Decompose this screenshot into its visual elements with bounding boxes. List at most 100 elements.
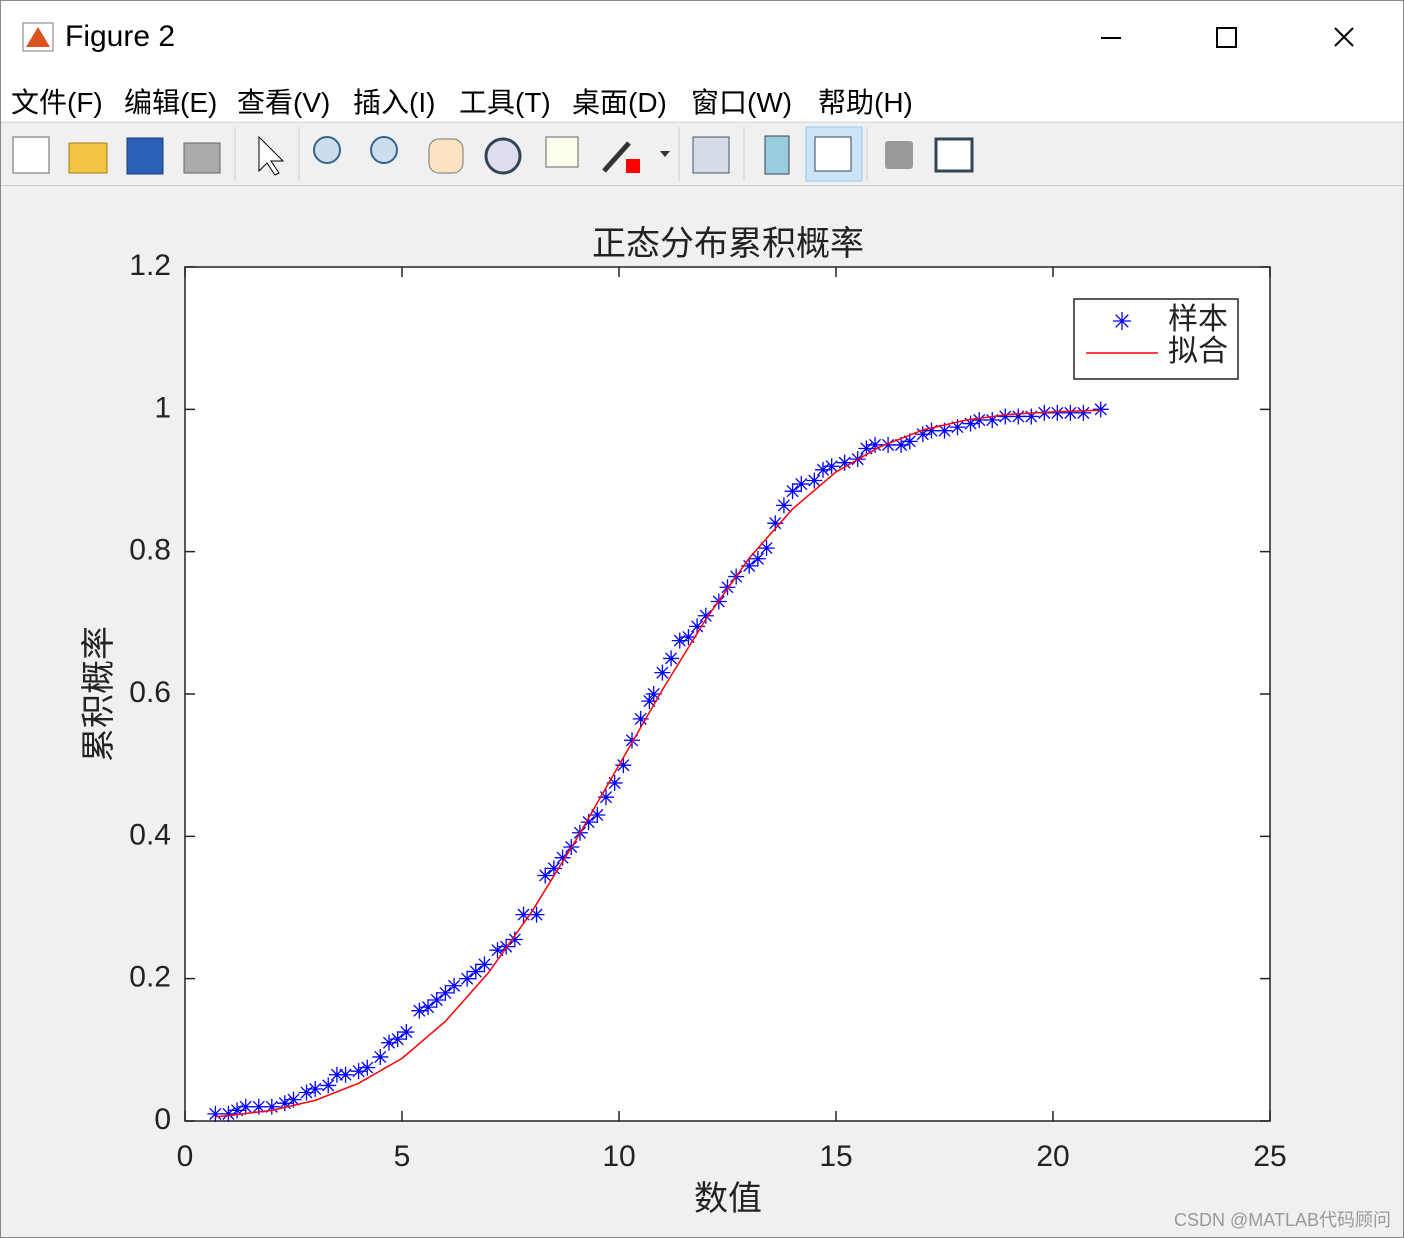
dock-icon[interactable] — [934, 137, 974, 173]
y-tick-label: 1.2 — [129, 249, 171, 282]
sample-marker — [1023, 408, 1040, 425]
sample-marker — [515, 906, 532, 923]
x-tick-label: 20 — [1036, 1140, 1069, 1173]
sample-marker — [250, 1098, 267, 1115]
colorbar-icon[interactable] — [764, 135, 790, 175]
sample-marker — [580, 814, 597, 831]
sample-marker — [229, 1102, 246, 1119]
sample-marker — [615, 757, 632, 774]
sample-marker — [437, 984, 454, 1001]
menu-item[interactable]: 编辑(E) — [124, 87, 218, 118]
close-button[interactable] — [1334, 27, 1354, 47]
menu-item[interactable]: 工具(T) — [459, 87, 551, 118]
axes-box — [184, 266, 1271, 1122]
toolbar — [1, 122, 1403, 186]
sample-marker — [307, 1080, 324, 1097]
sample-marker — [997, 408, 1014, 425]
legend-label: 样本 — [1168, 302, 1228, 337]
sample-marker — [719, 579, 736, 596]
link-icon[interactable] — [692, 136, 730, 174]
x-tick-label: 15 — [819, 1140, 852, 1173]
brush-dropdown[interactable] — [660, 151, 670, 157]
brush-icon[interactable] — [602, 141, 631, 173]
sample-marker — [476, 956, 493, 973]
legend-box — [1073, 298, 1239, 380]
sample-marker — [537, 867, 554, 884]
sample-marker — [350, 1063, 367, 1080]
rotate-icon[interactable] — [484, 137, 522, 175]
sample-marker — [428, 992, 445, 1009]
sample-marker — [893, 436, 910, 453]
sample-marker — [936, 422, 953, 439]
y-tick-label: 0.2 — [129, 961, 171, 994]
sample-marker — [758, 540, 775, 557]
sample-marker — [654, 664, 671, 681]
sample-marker — [398, 1024, 415, 1041]
hide-tools-icon[interactable] — [885, 141, 913, 169]
sample-marker — [632, 710, 649, 727]
sample-marker — [337, 1066, 354, 1083]
menu-item[interactable]: 插入(I) — [353, 87, 436, 118]
toolbar-icons — [12, 126, 974, 182]
menu-item[interactable]: 查看(V) — [237, 87, 331, 118]
zoom-out-icon[interactable] — [370, 136, 398, 164]
menu-item[interactable]: 窗口(W) — [691, 87, 793, 118]
sample-marker — [589, 806, 606, 823]
pan-icon[interactable] — [428, 138, 464, 174]
sample-marker — [923, 422, 940, 439]
menu-item[interactable]: 文件(F) — [11, 87, 103, 118]
sample-marker — [597, 789, 614, 806]
sample-marker — [411, 1002, 428, 1019]
sample-marker — [606, 774, 623, 791]
legend-icon[interactable] — [814, 136, 852, 172]
pointer-icon[interactable] — [258, 135, 285, 176]
print-icon[interactable] — [183, 142, 221, 174]
sample-marker — [775, 497, 792, 514]
datatip-icon[interactable] — [545, 136, 579, 168]
sample-marker — [372, 1048, 389, 1065]
sample-marker — [1075, 404, 1092, 421]
sample-marker — [767, 515, 784, 532]
sample-marker — [836, 454, 853, 471]
sample-marker — [420, 999, 437, 1016]
sample-marker — [1049, 404, 1066, 421]
new-icon[interactable] — [12, 136, 50, 174]
title-bar-icons: Figure 2 — [22, 20, 1354, 53]
x-axis-label: 数值 — [694, 1179, 762, 1219]
sample-marker — [697, 607, 714, 624]
sample-marker — [380, 1034, 397, 1051]
watermark: CSDN @MATLAB代码顾问 — [1174, 1210, 1391, 1230]
sample-marker — [328, 1066, 345, 1083]
open-icon[interactable] — [68, 142, 108, 174]
sample-marker — [467, 963, 484, 980]
x-tick-label: 0 — [177, 1140, 194, 1173]
zoom-in-icon[interactable] — [313, 136, 341, 164]
sample-marker — [554, 849, 571, 866]
sample-marker — [1010, 408, 1027, 425]
menu-item[interactable]: 桌面(D) — [572, 87, 667, 118]
sample-marker — [823, 458, 840, 475]
window-title: Figure 2 — [65, 20, 175, 53]
sample-marker — [962, 415, 979, 432]
chart-title: 正态分布累积概率 — [592, 224, 864, 264]
x-tick-label: 10 — [602, 1140, 635, 1173]
sample-marker — [263, 1098, 280, 1115]
sample-marker — [793, 476, 810, 493]
y-tick-label: 0.4 — [129, 818, 171, 851]
sample-marker — [806, 472, 823, 489]
app-icon-shape — [26, 27, 50, 47]
title-bar: Figure 2 — [1, 1, 1403, 73]
menu-item[interactable]: 帮助(H) — [818, 87, 913, 118]
sample-marker — [949, 419, 966, 436]
sample-marker — [545, 860, 562, 877]
fit-line — [215, 409, 1101, 1118]
maximize-button[interactable] — [1216, 27, 1237, 48]
sample-marker — [237, 1098, 254, 1115]
menu-bar: 文件(F) 编辑(E) 查看(V) 插入(I) 工具(T) 桌面(D) 窗口(W) 帮助(H) — [1, 73, 1403, 121]
save-icon[interactable] — [126, 137, 164, 175]
plot-group: 正态分布累积概率 数值 累积概率 CSDN @MATLAB代码顾问 0 5 10 15… — [79, 224, 1391, 1230]
sample-marker — [446, 977, 463, 994]
sample-marker — [207, 1105, 224, 1122]
sample-marker — [1092, 401, 1109, 418]
